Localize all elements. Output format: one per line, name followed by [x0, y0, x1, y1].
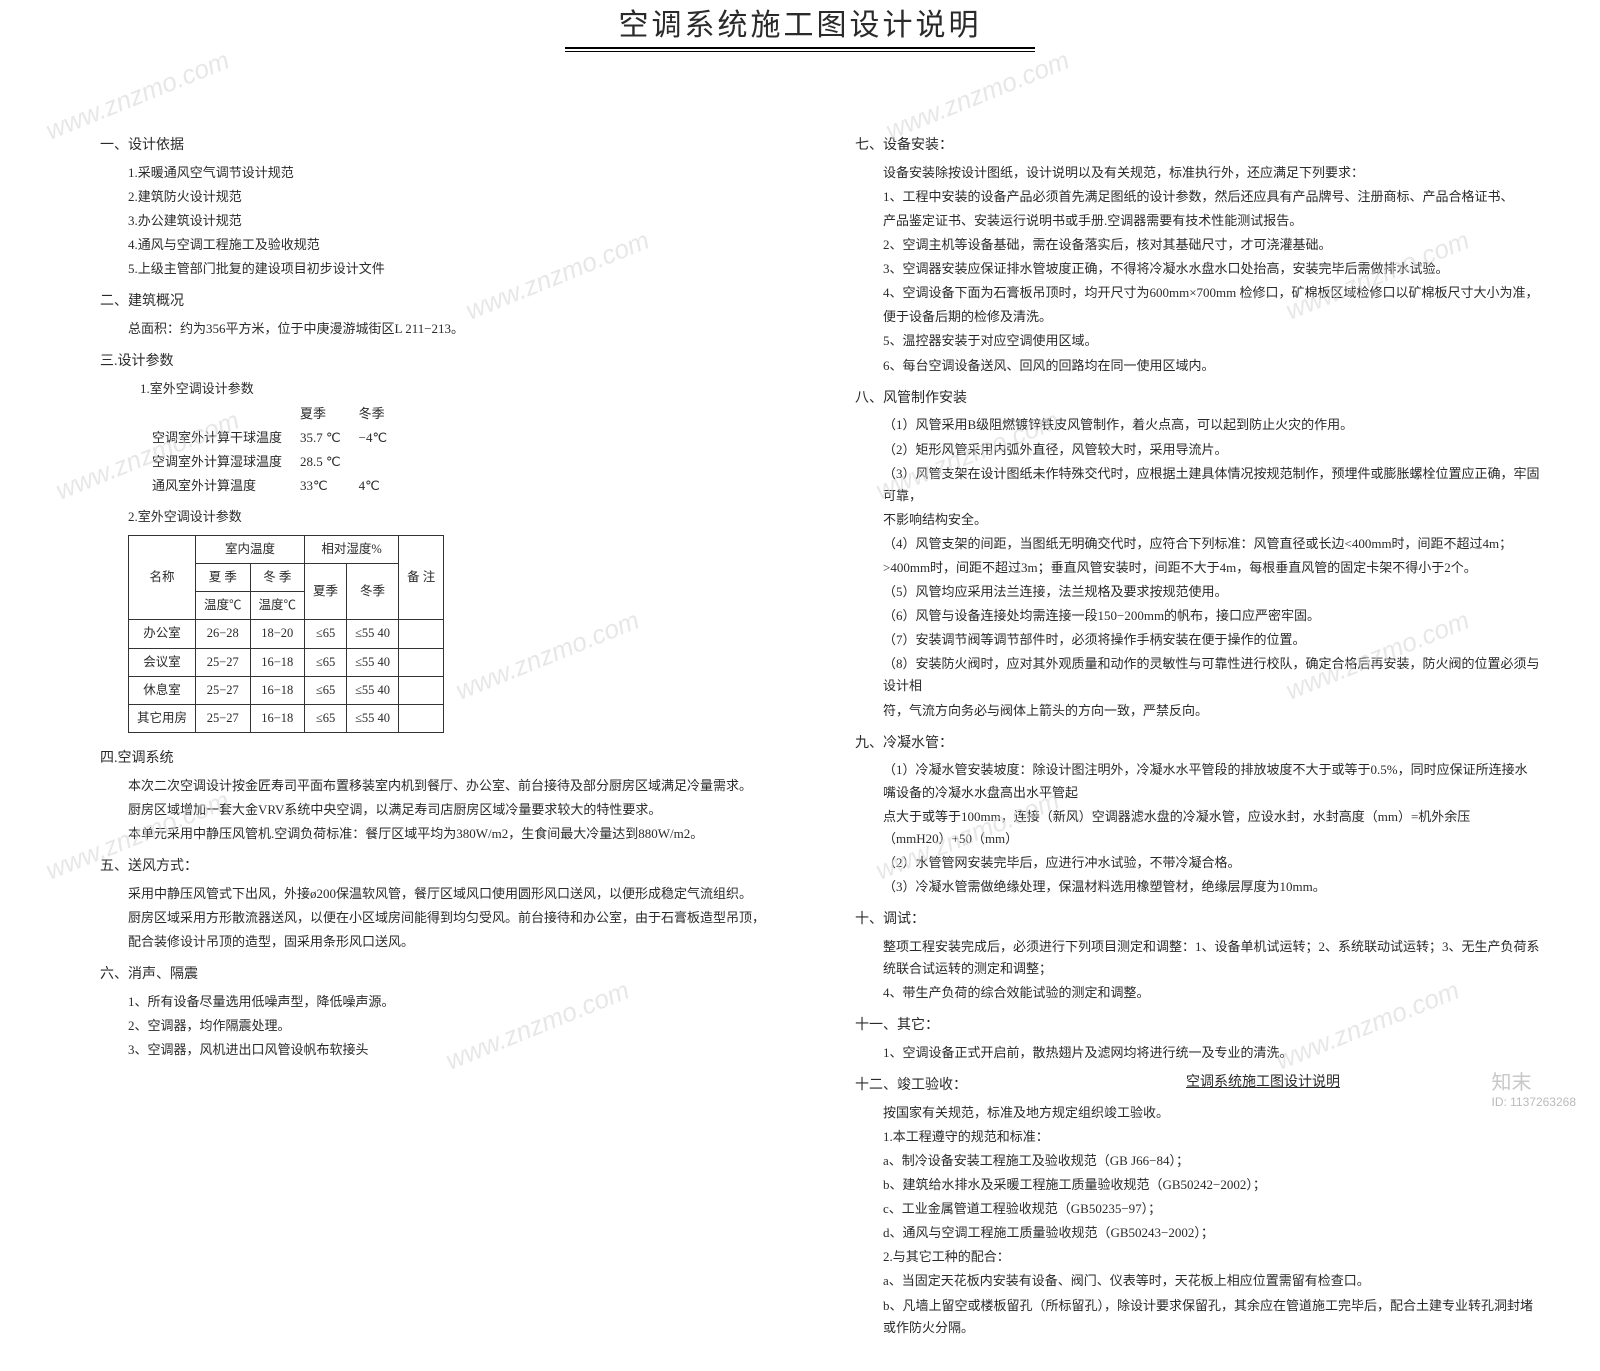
text-line: b、建筑给水排水及采暖工程施工质量验收规范（GB50242−2002）；	[883, 1174, 1540, 1196]
text-line: 3、空调器，风机进出口风管设帆布软接头	[128, 1039, 785, 1061]
text-line: （2）矩形风管采用内弧外直径，风管较大时，采用导流片。	[883, 439, 1540, 461]
text-line: 2.建筑防火设计规范	[128, 186, 785, 208]
text-line: 本次二次空调设计按金匠寿司平面布置移装室内机到餐厅、办公室、前台接待及部分厨房区…	[128, 775, 785, 797]
text-line: b、凡墙上留空或楼板留孔（所标留孔），除设计要求保留孔，其余应在管道施工完毕后，…	[883, 1295, 1540, 1339]
right-column: 七、设备安装： 设备安装除按设计图纸，设计说明以及有关规范，标准执行外，还应满足…	[855, 124, 1540, 1341]
text-line: （1）冷凝水管安装坡度：除设计图注明外，冷凝水水平管段的排放坡度不大于或等于0.…	[883, 759, 1540, 803]
text-line: （3）风管支架在设计图纸未作特殊交代时，应根据土建具体情况按规范制作，预埋件或膨…	[883, 463, 1540, 507]
text-line: 便于设备后期的检修及清洗。	[883, 306, 1540, 328]
text-line: 3.办公建筑设计规范	[128, 210, 785, 232]
text-line: （1）风管采用B级阻燃镀锌铁皮风管制作，着火点高，可以起到防止火灾的作用。	[883, 414, 1540, 436]
text-line: 厨房区域采用方形散流器送风，以便在小区域房间能得到均匀受风。前台接待和办公室，由…	[128, 907, 785, 929]
text-line: 1、所有设备尽量选用低噪声型，降低噪声源。	[128, 991, 785, 1013]
text-line: a、当固定天花板内安装有设备、阀门、仪表等时，天花板上相应位置需留有检查口。	[883, 1270, 1540, 1292]
text-line: （4）风管支架的间距，当图纸无明确交代时，应符合下列标准：风管直径或长边<400…	[883, 533, 1540, 555]
sec-10: 十、调试：	[855, 908, 1540, 932]
text-line: 1.本工程遵守的规范和标准：	[883, 1126, 1540, 1148]
footer-caption: 空调系统施工图设计说明	[1186, 1071, 1340, 1091]
text-line: 不影响结构安全。	[883, 509, 1540, 531]
text-line: 2、空调主机等设备基础，需在设备落实后，核对其基础尺寸，才可浇灌基础。	[883, 234, 1540, 256]
text-line: 2、空调器，均作隔震处理。	[128, 1015, 785, 1037]
text-line: 产品鉴定证书、安装运行说明书或手册.空调器需要有技术性能测试报告。	[883, 210, 1540, 232]
text-line: >400mm时，间距不超过3m；垂直风管安装时，间距不大于4m，每根垂直风管的固…	[883, 557, 1540, 579]
sec-4: 四.空调系统	[100, 747, 785, 771]
sec-9: 九、冷凝水管：	[855, 732, 1540, 756]
text-line: 1、空调设备正式开启前，散热翅片及滤网均将进行统一及专业的清洗。	[883, 1042, 1540, 1064]
left-column: 一、设计依据 1.采暖通风空气调节设计规范2.建筑防火设计规范3.办公建筑设计规…	[100, 124, 785, 1341]
outdoor-table: 夏季冬季空调室外计算干球温度35.7 ℃−4℃空调室外计算湿球温度28.5 ℃通…	[152, 402, 405, 498]
text-line: 配合装修设计吊顶的造型，固采用条形风口送风。	[128, 931, 785, 953]
sec-3: 三.设计参数	[100, 350, 785, 374]
sec-11: 十一、其它：	[855, 1014, 1540, 1038]
brand-id: ID: 1137263268	[1491, 1095, 1576, 1109]
content: 一、设计依据 1.采暖通风空气调节设计规范2.建筑防火设计规范3.办公建筑设计规…	[0, 74, 1600, 1371]
text-line: 1.采暖通风空气调节设计规范	[128, 162, 785, 184]
text-line: 4、带生产负荷的综合效能试验的测定和调整。	[883, 982, 1540, 1004]
text-line: 符，气流方向务必与阀体上箭头的方向一致，严禁反向。	[883, 700, 1540, 722]
text-line: d、通风与空调工程施工质量验收规范（GB50243−2002）；	[883, 1222, 1540, 1244]
text-line: 5.上级主管部门批复的建设项目初步设计文件	[128, 258, 785, 280]
sec-8: 八、风管制作安装	[855, 387, 1540, 411]
text-line: 整项工程安装完成后，必须进行下列项目测定和调整：1、设备单机试运转；2、系统联动…	[883, 936, 1540, 980]
sec-12-lead: 按国家有关规范，标准及地方规定组织竣工验收。	[883, 1102, 1540, 1124]
text-line: 本单元采用中静压风管机.空调负荷标准：餐厅区域平均为380W/m2，生食间最大冷…	[128, 823, 785, 845]
text-line: （6）风管与设备连接处均需连接一段150−200mm的帆布，接口应严密牢固。	[883, 605, 1540, 627]
text-line: 采用中静压风管式下出风，外接ø200保温软风管，餐厅区域风口使用圆形风口送风，以…	[128, 883, 785, 905]
text-line: 点大于或等于100mm，连接（新风）空调器滤水盘的冷凝水管，应设水封，水封高度（…	[883, 806, 1540, 850]
sec-6: 六、消声、隔震	[100, 963, 785, 987]
text-line: 1、工程中安装的设备产品必须首先满足图纸的设计参数，然后还应具有产品牌号、注册商…	[883, 186, 1540, 208]
indoor-table: 名称室内温度相对湿度%备 注夏 季冬 季夏季冬季温度℃温度℃办公室26−2818…	[128, 535, 444, 734]
title-rule	[0, 47, 1600, 52]
sec-1: 一、设计依据	[100, 134, 785, 158]
text-line: 2.与其它工种的配合：	[883, 1246, 1540, 1268]
text-line: （2）水管管网安装完毕后，应进行冲水试验，不带冷凝合格。	[883, 852, 1540, 874]
text-line: 厨房区域增加一套大金VRV系统中央空调，以满足寿司店厨房区域冷量要求较大的特性要…	[128, 799, 785, 821]
brand-logo: 知末 ID: 1137263268	[1491, 1066, 1576, 1109]
text-line: 5、温控器安装于对应空调使用区域。	[883, 330, 1540, 352]
text-line: 4.通风与空调工程施工及验收规范	[128, 234, 785, 256]
text-line: 3、空调器安装应保证排水管坡度正确，不得将冷凝水水盘水口处抬高，安装完毕后需做排…	[883, 258, 1540, 280]
sec-5: 五、送风方式：	[100, 855, 785, 879]
text-line: c、工业金属管道工程验收规范（GB50235−97）；	[883, 1198, 1540, 1220]
sec-3-sub1: 1.室外空调设计参数	[140, 378, 785, 400]
text-line: 6、每台空调设备送风、回风的回路均在同一使用区域内。	[883, 355, 1540, 377]
sec-3-sub2: 2.室外空调设计参数	[128, 506, 785, 528]
text-line: （7）安装调节阀等调节部件时，必须将操作手柄安装在便于操作的位置。	[883, 629, 1540, 651]
page-title: 空调系统施工图设计说明	[0, 0, 1600, 44]
sec-2-body: 总面积：约为356平方米，位于中庚漫游城街区L 211−213。	[128, 318, 785, 340]
sec-7: 七、设备安装：	[855, 134, 1540, 158]
brand-text: 知末	[1491, 1072, 1531, 1094]
text-line: 4、空调设备下面为石膏板吊顶时，均开尺寸为600mm×700mm 检修口，矿棉板…	[883, 282, 1540, 304]
text-line: （5）风管均应采用法兰连接，法兰规格及要求按规范使用。	[883, 581, 1540, 603]
sec-7-lead: 设备安装除按设计图纸，设计说明以及有关规范，标准执行外，还应满足下列要求：	[883, 162, 1540, 184]
text-line: a、制冷设备安装工程施工及验收规范（GB J66−84）；	[883, 1150, 1540, 1172]
sec-2: 二、建筑概况	[100, 290, 785, 314]
text-line: （3）冷凝水管需做绝缘处理，保温材料选用橡塑管材，绝缘层厚度为10mm。	[883, 876, 1540, 898]
text-line: （8）安装防火阀时，应对其外观质量和动作的灵敏性与可靠性进行校队，确定合格后再安…	[883, 653, 1540, 697]
